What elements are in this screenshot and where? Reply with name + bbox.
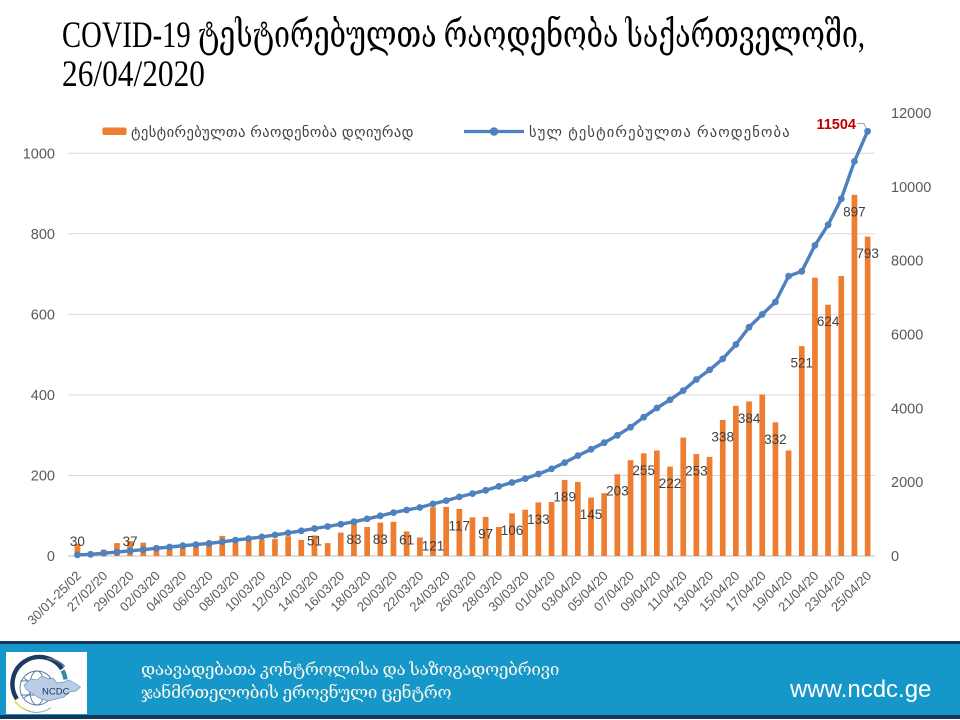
svg-text:338: 338 xyxy=(711,429,734,444)
svg-text:61: 61 xyxy=(399,533,414,548)
svg-text:222: 222 xyxy=(659,476,682,491)
svg-text:203: 203 xyxy=(606,484,629,499)
svg-text:800: 800 xyxy=(31,227,55,243)
svg-text:624: 624 xyxy=(817,314,840,329)
svg-text:133: 133 xyxy=(527,512,550,527)
svg-text:121: 121 xyxy=(422,539,445,554)
svg-text:51: 51 xyxy=(307,534,322,549)
svg-text:სულ ტესტირებულთა რაოდენობა: სულ ტესტირებულთა რაოდენობა xyxy=(529,124,791,141)
svg-text:255: 255 xyxy=(632,463,655,478)
svg-text:332: 332 xyxy=(764,432,787,447)
svg-text:ტესტირებულთა რაოდენობა დღიურად: ტესტირებულთა რაოდენობა დღიურად xyxy=(131,124,414,141)
svg-text:10000: 10000 xyxy=(891,180,931,196)
svg-text:200: 200 xyxy=(31,469,55,485)
svg-text:11504: 11504 xyxy=(816,117,856,133)
svg-text:12000: 12000 xyxy=(891,106,931,122)
svg-text:8000: 8000 xyxy=(891,254,923,270)
svg-text:400: 400 xyxy=(31,388,55,404)
svg-text:897: 897 xyxy=(843,204,866,219)
svg-text:1000: 1000 xyxy=(23,146,55,162)
svg-text:6000: 6000 xyxy=(891,328,923,344)
svg-text:793: 793 xyxy=(856,246,879,261)
svg-text:83: 83 xyxy=(373,532,388,547)
svg-text:83: 83 xyxy=(346,532,361,547)
svg-text:0: 0 xyxy=(891,549,899,565)
svg-text:145: 145 xyxy=(580,507,603,522)
svg-text:384: 384 xyxy=(738,411,761,426)
svg-text:600: 600 xyxy=(31,307,55,323)
svg-text:26/04/2020: 26/04/2020 xyxy=(62,54,205,95)
svg-text:0: 0 xyxy=(47,549,55,565)
svg-text:30: 30 xyxy=(70,534,85,549)
svg-text:97: 97 xyxy=(478,526,493,541)
svg-text:521: 521 xyxy=(791,356,814,371)
svg-text:189: 189 xyxy=(553,489,576,504)
svg-text:2000: 2000 xyxy=(891,475,923,491)
svg-text:106: 106 xyxy=(501,523,524,538)
svg-text:253: 253 xyxy=(685,464,708,479)
svg-text:NCDC: NCDC xyxy=(42,686,70,697)
svg-text:COVID-19 ტესტირებულთა რაოდენობ: COVID-19 ტესტირებულთა რაოდენობა საქართვე… xyxy=(62,15,865,56)
svg-text:4000: 4000 xyxy=(891,401,923,417)
svg-text:37: 37 xyxy=(123,534,138,549)
svg-text:117: 117 xyxy=(449,518,471,533)
